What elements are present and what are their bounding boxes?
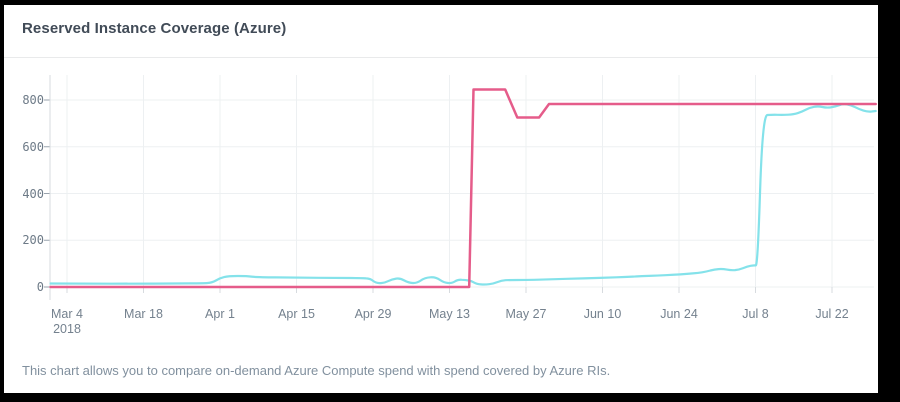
chart-description: This chart allows you to compare on-dema… bbox=[22, 363, 611, 378]
x-axis-label-date: Apr 15 bbox=[278, 307, 315, 321]
x-axis-label-date: Jun 10 bbox=[583, 307, 622, 321]
x-axis-label-date: Mar 18 bbox=[124, 307, 163, 321]
y-axis-label: 200 bbox=[22, 233, 44, 248]
x-axis-label: Jun 10 bbox=[567, 307, 639, 322]
y-axis-label: 400 bbox=[22, 186, 44, 201]
chart-title: Reserved Instance Coverage (Azure) bbox=[22, 20, 287, 37]
x-axis-label: Mar 4 2018 bbox=[31, 307, 103, 337]
series-pink-line bbox=[49, 88, 877, 289]
x-axis-label: Apr 29 bbox=[337, 307, 409, 322]
chart-plot-area[interactable]: 0 200 400 600 800 Mar 4 2018 Mar 18 Apr 1 Apr 15… bbox=[4, 58, 878, 358]
x-axis-label: May 13 bbox=[414, 307, 486, 322]
chart-card: Reserved Instance Coverage (Azure) 0 200 4… bbox=[4, 5, 878, 393]
x-axis-label-date: May 13 bbox=[429, 307, 470, 321]
x-axis-label-date: Apr 1 bbox=[205, 307, 235, 321]
x-axis-label: Mar 18 bbox=[108, 307, 180, 322]
series-cyan-line bbox=[49, 103, 877, 286]
x-axis-label: Apr 1 bbox=[184, 307, 256, 322]
x-axis-label-date: Mar 4 bbox=[51, 307, 83, 321]
y-axis-label: 600 bbox=[22, 139, 44, 154]
x-axis-label-year: 2018 bbox=[53, 322, 81, 336]
x-axis-label: Jun 24 bbox=[643, 307, 715, 322]
card-header: Reserved Instance Coverage (Azure) bbox=[4, 5, 878, 57]
x-axis-label-date: Apr 29 bbox=[354, 307, 392, 321]
x-axis-label-date: Jul 22 bbox=[815, 307, 849, 321]
y-axis-label: 800 bbox=[22, 93, 44, 107]
x-axis-label-date: Jun 24 bbox=[660, 307, 698, 321]
x-axis-label: May 27 bbox=[490, 307, 562, 322]
x-axis-label: Jul 8 bbox=[720, 307, 792, 322]
header-divider bbox=[4, 57, 878, 58]
x-axis-label: Jul 22 bbox=[796, 307, 868, 322]
x-axis-label: Apr 15 bbox=[261, 307, 333, 322]
x-axis-label-date: Jul 8 bbox=[742, 307, 769, 321]
y-axis-label: 0 bbox=[36, 280, 44, 294]
x-axis-label-date: May 27 bbox=[505, 307, 547, 321]
line-chart bbox=[44, 75, 877, 300]
